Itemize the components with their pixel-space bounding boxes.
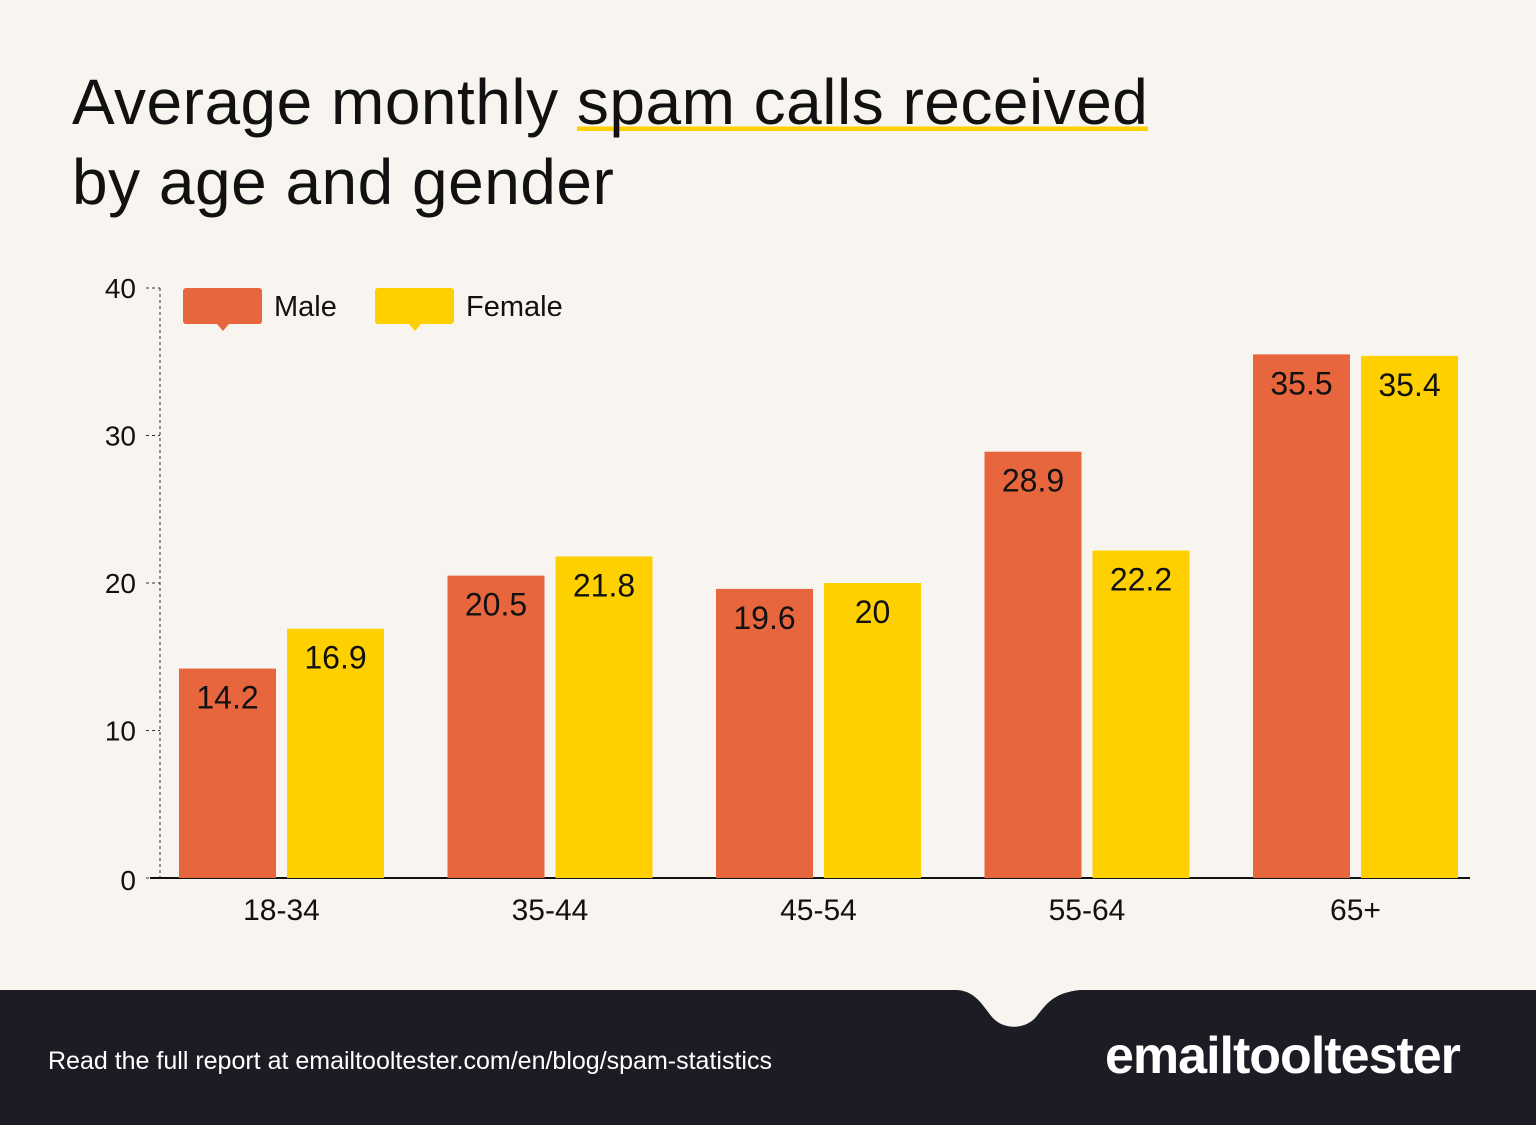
data-label: 35.5	[1270, 365, 1332, 401]
bar-male	[179, 668, 276, 878]
bar-male	[984, 451, 1082, 878]
bar-chart: 0 10 20 30 40 14.2 16.9 18-34 20.5 21.8 35-44 19.6 2…	[105, 273, 1470, 927]
bar-female	[1092, 550, 1190, 878]
title-highlight: spam calls received	[576, 66, 1149, 138]
data-label: 21.8	[573, 567, 635, 603]
x-tick-label: 45-54	[780, 894, 857, 927]
data-label: 19.6	[733, 600, 795, 636]
data-label: 35.4	[1378, 367, 1440, 403]
legend-label-male: Male	[274, 291, 337, 323]
title-line2: by age and gender	[72, 146, 615, 218]
bar-male	[1253, 354, 1350, 878]
footer-link-text[interactable]: Read the full report at emailtooltester.…	[48, 1047, 772, 1075]
y-tick-label: 30	[105, 421, 136, 452]
bar-female	[1361, 355, 1458, 879]
chart-title: Average monthly spam calls received by a…	[72, 62, 1149, 222]
title-prefix: Average monthly	[72, 66, 577, 138]
y-tick-label: 0	[120, 865, 136, 896]
x-tick-label: 65+	[1330, 894, 1381, 927]
x-tick-label: 55-64	[1049, 894, 1126, 927]
x-tick-label: 18-34	[243, 894, 320, 927]
legend-swatch-male	[183, 288, 262, 324]
footer-bar	[0, 990, 1536, 1125]
data-label: 20	[855, 594, 891, 630]
legend-swatch-pointer	[217, 324, 229, 331]
y-tick-label: 10	[105, 716, 136, 747]
data-label: 16.9	[304, 640, 366, 676]
y-tick-label: 20	[105, 568, 136, 599]
bar-male	[716, 588, 813, 878]
data-label: 20.5	[465, 587, 527, 623]
legend-swatch-female	[375, 288, 454, 324]
legend-label-female: Female	[466, 291, 563, 323]
x-tick-label: 35-44	[512, 894, 589, 927]
bar-female	[555, 556, 653, 878]
emailtooltester-logo: emailtooltester	[1105, 1027, 1461, 1085]
bar-female	[824, 583, 921, 878]
bar-female	[287, 628, 384, 878]
bar-male	[447, 575, 545, 878]
data-label: 22.2	[1110, 562, 1172, 598]
data-label: 14.2	[196, 680, 258, 716]
y-tick-label: 40	[105, 273, 136, 304]
data-label: 28.9	[1002, 463, 1064, 499]
legend-swatch-pointer	[409, 324, 421, 331]
